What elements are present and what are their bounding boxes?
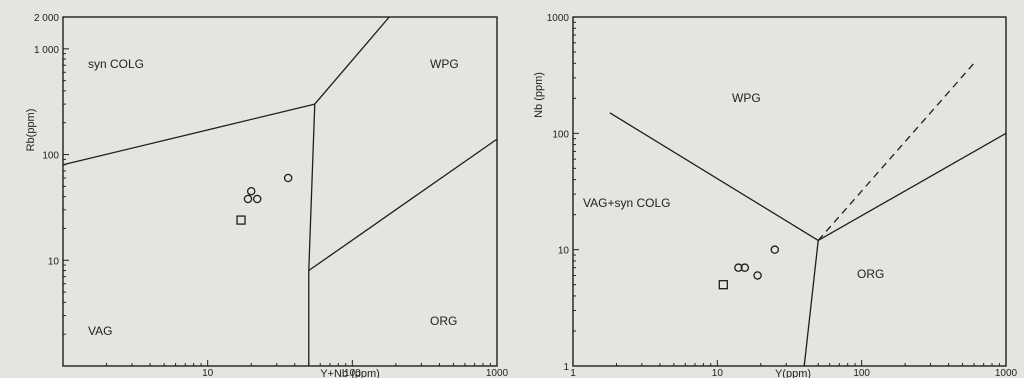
data-point-square bbox=[236, 215, 246, 225]
x-tick-label: 1 bbox=[570, 368, 576, 378]
field-label: ORG bbox=[857, 267, 884, 281]
x-tick-label: 10 bbox=[712, 368, 724, 378]
field-label: ORG bbox=[430, 314, 457, 328]
data-point-circle bbox=[770, 245, 780, 254]
field-boundary-line bbox=[308, 104, 316, 271]
data-point-circle bbox=[753, 271, 762, 280]
y-tick-label: 2 000 bbox=[34, 13, 59, 24]
data-point-circle bbox=[246, 186, 256, 196]
data-point-circle bbox=[243, 194, 253, 204]
plot-frame bbox=[572, 16, 1007, 367]
plot-frame bbox=[62, 16, 498, 367]
data-point-square bbox=[718, 280, 728, 290]
field-boundary-line bbox=[817, 132, 1007, 242]
y-tick-label: 1 000 bbox=[34, 45, 59, 56]
field-boundary-line bbox=[62, 103, 315, 166]
x-tick-label: 100 bbox=[344, 368, 361, 378]
y-tick-label: 10 bbox=[558, 246, 570, 257]
y-tick-label: 100 bbox=[42, 151, 59, 162]
field-label: WPG bbox=[430, 57, 459, 71]
data-point-circle bbox=[283, 173, 293, 183]
chart-2: 1 10 100 1000 1 10 100 1000 Y(ppm) Nb (ppm) WPG VAG… bbox=[533, 13, 1018, 378]
chart-1: 10 100 1000 10 100 1 000 2 000 Y+Nb (ppm) Rb(ppm… bbox=[25, 13, 509, 378]
field-boundary-line bbox=[308, 138, 498, 272]
x-tick-label: 10 bbox=[202, 368, 214, 378]
field-label: syn COLG bbox=[88, 57, 144, 71]
field-label: WPG bbox=[732, 91, 761, 105]
dashed-boundary-line bbox=[817, 62, 975, 241]
x-axis-label: Y(ppm) bbox=[775, 368, 811, 378]
field-boundary-line bbox=[609, 112, 819, 242]
field-label: VAG+syn COLG bbox=[583, 196, 670, 210]
x-tick-label: 1000 bbox=[486, 368, 509, 378]
y-tick-label: 10 bbox=[48, 256, 60, 267]
y-axis-label: Rb(ppm) bbox=[25, 109, 37, 152]
y-tick-label: 1000 bbox=[547, 13, 570, 24]
data-point-circle bbox=[734, 263, 743, 272]
x-tick-label: 1000 bbox=[995, 368, 1018, 378]
y-axis-label: Nb (ppm) bbox=[533, 72, 545, 118]
data-point-circle bbox=[740, 263, 750, 272]
x-axis-label: Y+Nb (ppm) bbox=[320, 368, 380, 378]
field-label: VAG bbox=[88, 324, 112, 338]
y-tick-label: 100 bbox=[552, 129, 569, 140]
x-tick-label: 100 bbox=[853, 368, 870, 378]
field-boundary-line bbox=[314, 16, 390, 105]
field-boundary-line bbox=[803, 240, 819, 367]
y-tick-label: 1 bbox=[563, 362, 569, 373]
data-point-circle bbox=[252, 194, 262, 204]
